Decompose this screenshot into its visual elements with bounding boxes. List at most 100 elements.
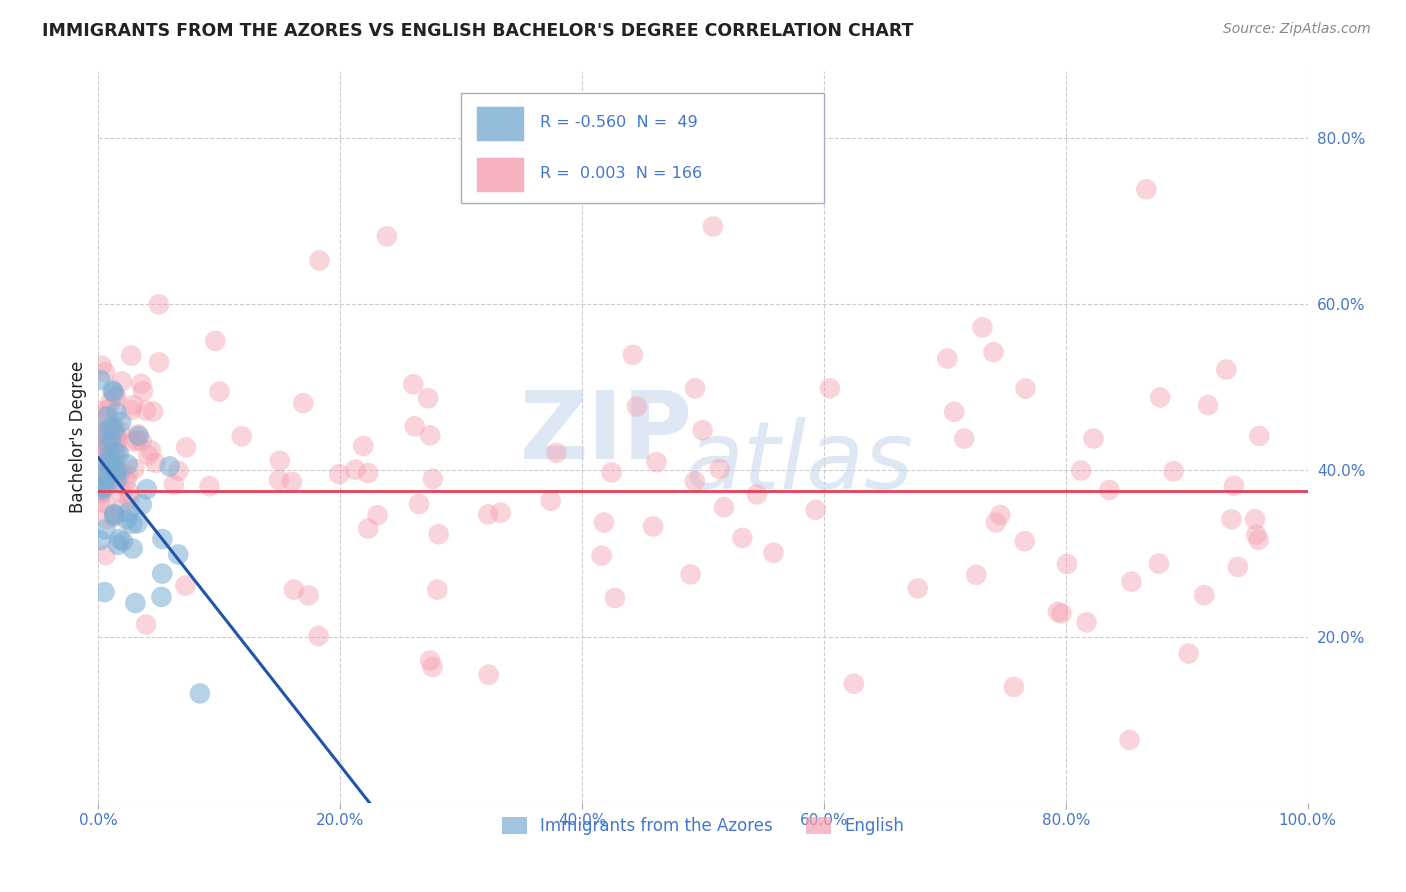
Point [89,373,111,387]
Point [540,493,562,508]
Point [148,355,170,369]
Point [101,419,124,434]
Point [408,497,430,511]
Point [281,475,304,489]
Point [135,617,157,632]
Point [117,467,139,482]
Point [110,415,132,429]
Point [97,402,120,417]
FancyBboxPatch shape [475,106,524,141]
Point [600,466,623,480]
Point [111,486,134,500]
Point [1135,182,1157,196]
Point [104,389,127,403]
Point [105,466,128,480]
Point [107,443,129,458]
Text: Source: ZipAtlas.com: Source: ZipAtlas.com [1223,22,1371,37]
Point [150,590,173,604]
Point [89,461,111,475]
Point [142,405,165,419]
Point [621,348,644,362]
Point [591,549,613,563]
Point [1056,557,1078,571]
Point [709,462,731,476]
Point [129,376,152,391]
Point [104,445,127,459]
Point [101,384,124,398]
Point [131,434,153,448]
Point [105,405,128,419]
Point [105,390,128,404]
Point [96,470,118,484]
Point [94,548,117,562]
Point [135,482,157,496]
Point [96,511,118,525]
Point [427,527,450,541]
Point [131,498,153,512]
Text: R = -0.560  N =  49: R = -0.560 N = 49 [540,115,697,130]
Point [174,441,197,455]
Point [118,492,141,507]
Point [115,512,138,526]
Point [97,437,120,451]
Point [108,532,131,546]
Point [645,455,668,469]
Point [124,596,146,610]
Point [103,508,125,522]
Point [100,394,122,409]
Point [103,385,125,400]
Point [96,457,118,471]
Point [972,320,994,334]
Point [94,365,117,379]
Point [418,391,440,405]
Point [818,381,841,395]
Point [679,567,702,582]
Point [98,461,121,475]
Point [120,349,142,363]
Point [402,377,425,392]
Point [89,459,111,474]
Point [90,486,112,500]
Point [103,510,125,524]
Point [1050,607,1073,621]
Point [713,500,735,515]
Point [121,541,143,556]
Point [91,450,114,465]
Point [965,567,987,582]
FancyBboxPatch shape [461,94,824,203]
Point [148,297,170,311]
Point [292,396,315,410]
Point [93,409,115,424]
Point [367,508,389,523]
Point [328,467,350,482]
Point [1118,733,1140,747]
Point [94,480,117,494]
Point [135,403,157,417]
Point [344,463,367,477]
Point [105,428,128,442]
Point [91,428,114,442]
Point [104,457,127,471]
Point [118,485,141,500]
Point [94,497,117,511]
Point [167,548,190,562]
Point [98,445,121,459]
Point [983,345,1005,359]
Point [731,531,754,545]
Point [419,428,441,442]
Text: R =  0.003  N = 166: R = 0.003 N = 166 [540,166,702,181]
Point [357,521,380,535]
Point [101,421,124,435]
Point [96,409,118,424]
Y-axis label: Bachelor's Degree: Bachelor's Degree [69,361,87,513]
Point [139,443,162,458]
Point [1083,432,1105,446]
Point [127,516,149,531]
Point [111,375,134,389]
Point [943,405,966,419]
Point [1149,390,1171,404]
Point [745,487,768,501]
Point [103,507,125,521]
Point [122,434,145,449]
Point [110,465,132,479]
